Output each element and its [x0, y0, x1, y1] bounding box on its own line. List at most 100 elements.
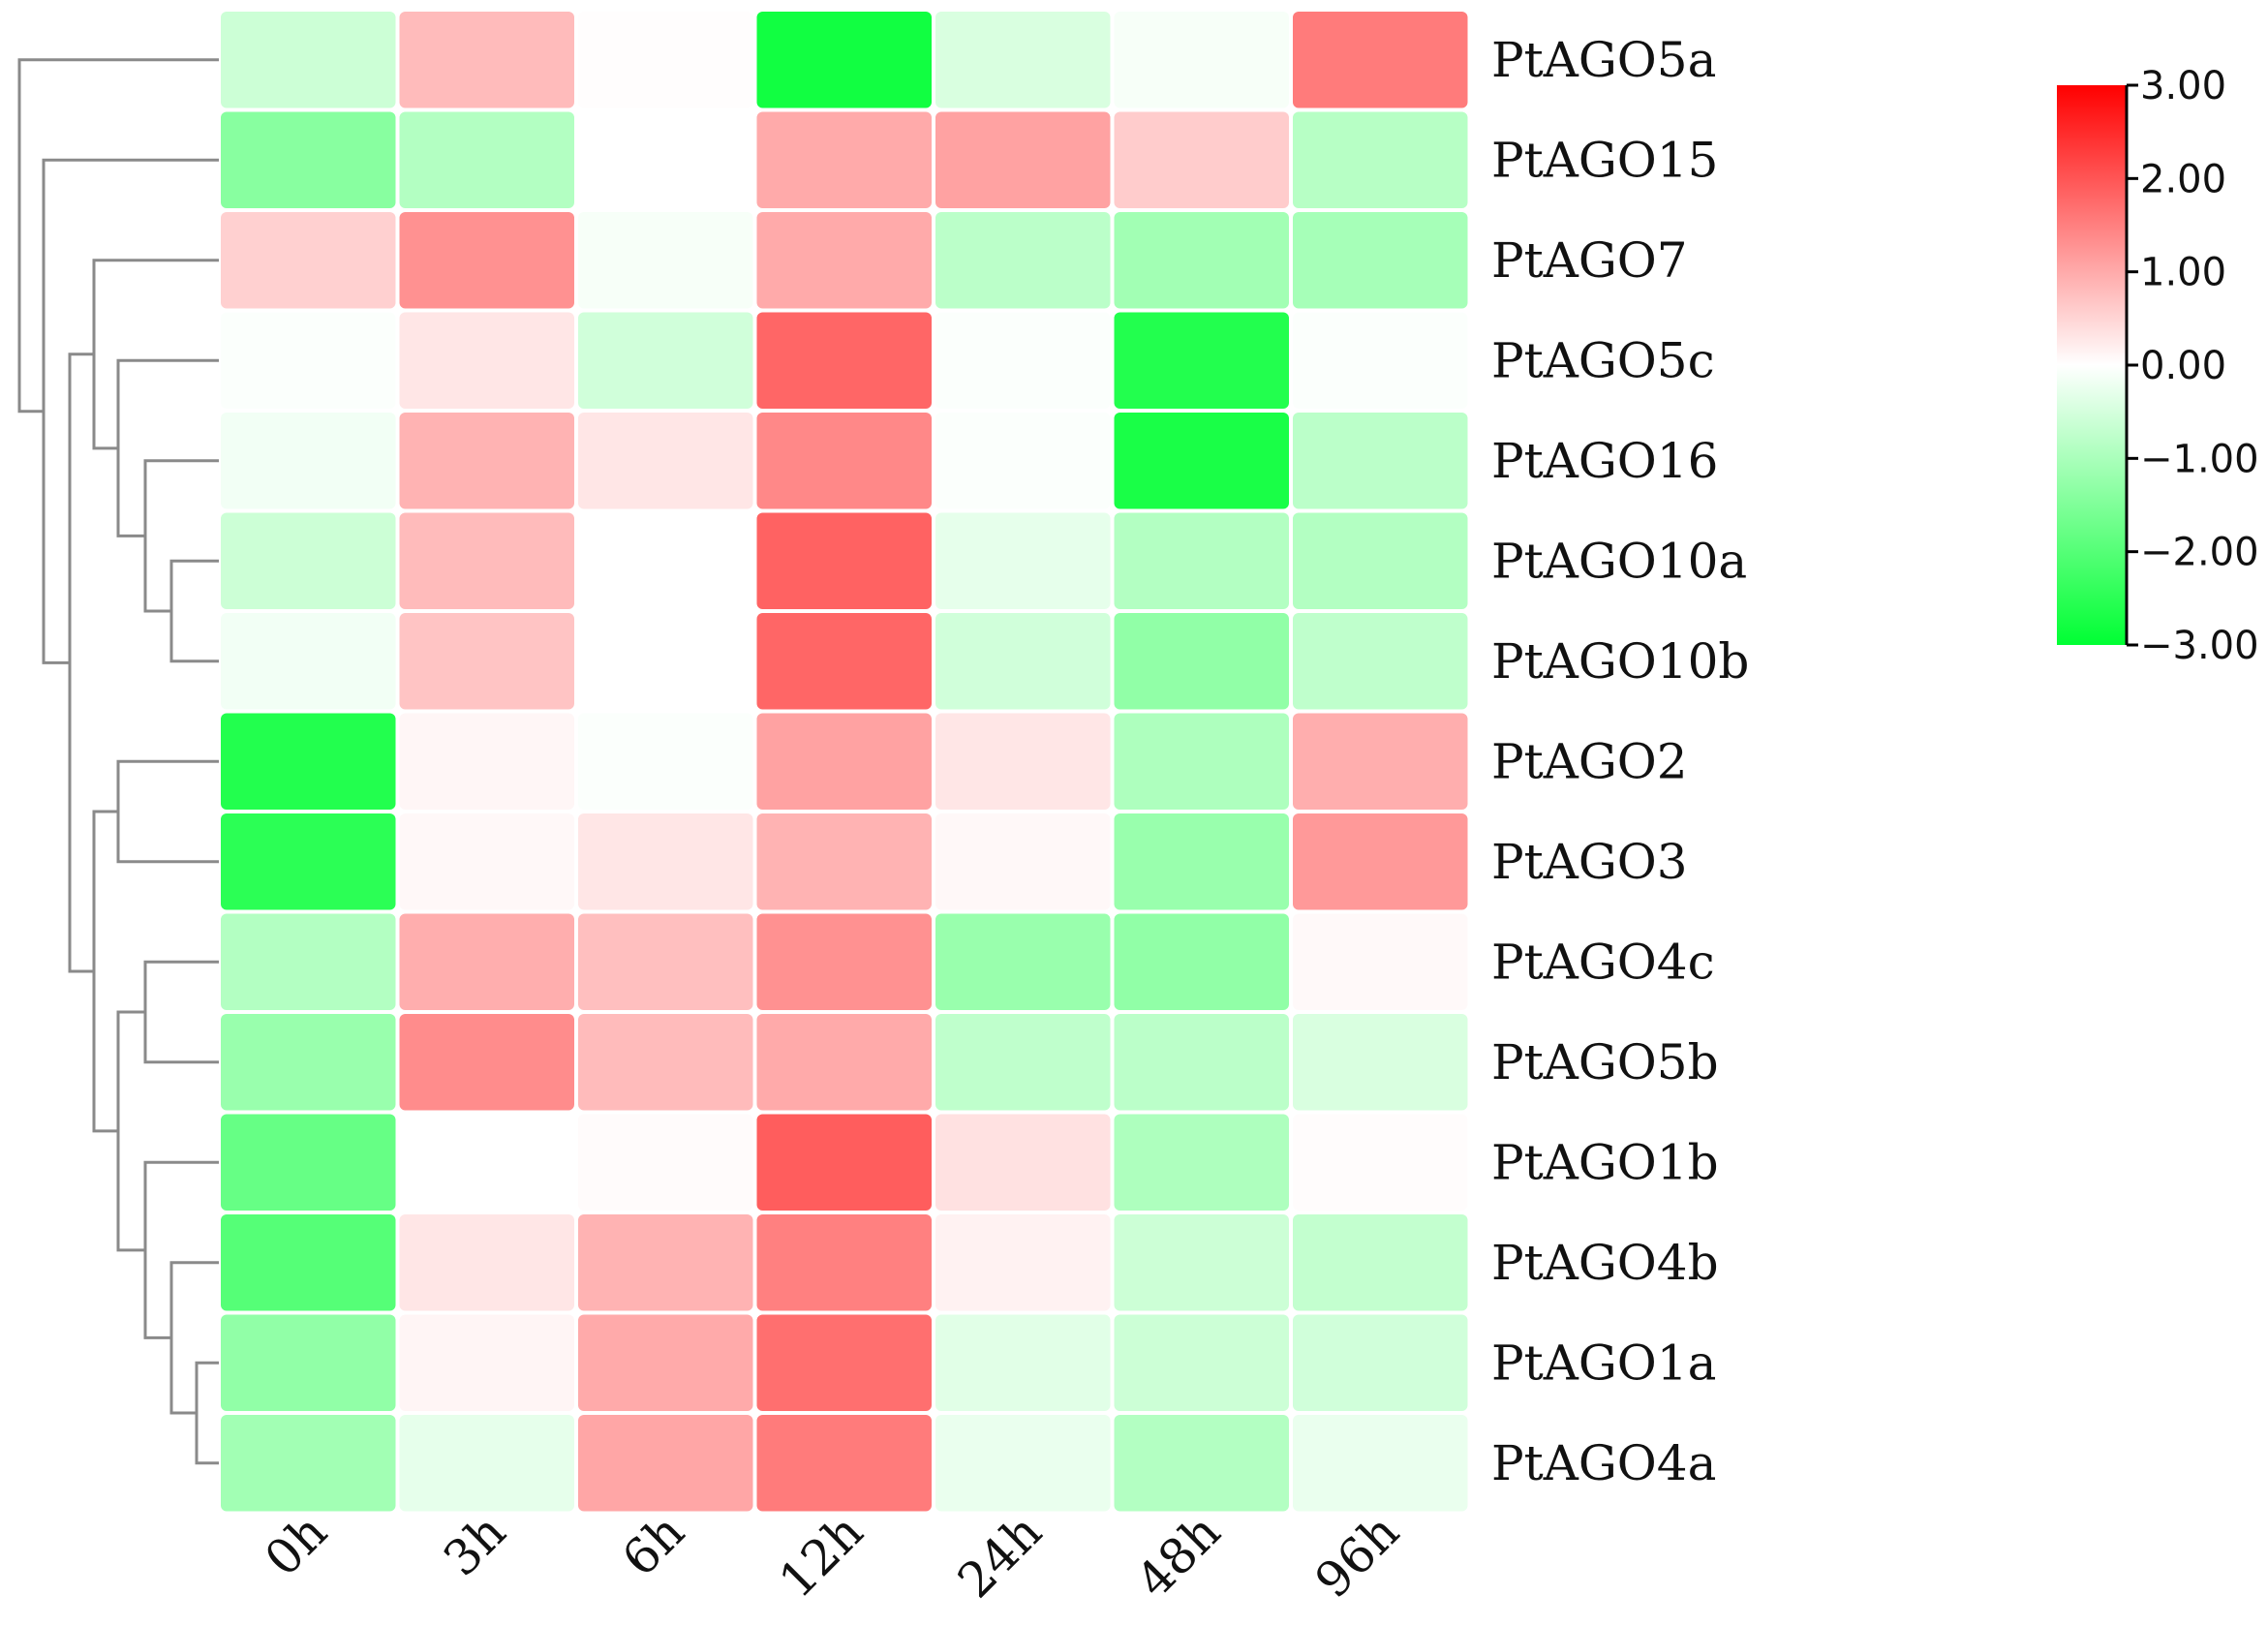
- heatmap-cell: [1293, 713, 1468, 810]
- heatmap-cell: [578, 613, 753, 710]
- heatmap-cell: [578, 1014, 753, 1111]
- heatmap-cells: [221, 12, 1468, 1512]
- heatmap-cell: [399, 813, 574, 910]
- heatmap-cell: [578, 1214, 753, 1311]
- gene-label: PtAGO7: [1491, 232, 1688, 289]
- heatmap-cell: [935, 913, 1111, 1010]
- heatmap-cell: [935, 1014, 1111, 1111]
- heatmap-cell: [1293, 1415, 1468, 1512]
- heatmap-cell: [1114, 1415, 1289, 1512]
- heatmap-cell: [1114, 413, 1289, 509]
- heatmap-cell: [935, 813, 1111, 910]
- heatmap-cell: [1114, 512, 1289, 609]
- heatmap-cell: [578, 713, 753, 810]
- heatmap-cell: [1293, 12, 1468, 108]
- colorbar-tick-label: −3.00: [2140, 624, 2259, 668]
- heatmap-cell: [1114, 713, 1289, 810]
- dendrogram-branch: [143, 1160, 219, 1339]
- dendrogram-branch: [116, 358, 219, 537]
- time-label: 0h: [254, 1503, 337, 1586]
- heatmap-cell: [1293, 1114, 1468, 1211]
- gene-label: PtAGO4c: [1491, 934, 1715, 990]
- dendrogram-branch: [92, 810, 118, 1133]
- heatmap-cell: [221, 512, 396, 609]
- heatmap-cell: [756, 312, 932, 409]
- dendrogram-branch: [92, 259, 219, 450]
- heatmap-cell: [935, 413, 1111, 509]
- colorbar-tick-label: −2.00: [2140, 531, 2259, 575]
- heatmap-cell: [578, 512, 753, 609]
- gene-label: PtAGO1a: [1491, 1335, 1716, 1391]
- heatmap-cell: [756, 913, 932, 1010]
- heatmap-cell: [935, 1214, 1111, 1311]
- heatmap-cell: [1293, 212, 1468, 309]
- heatmap-cell: [399, 1114, 574, 1211]
- heatmap-cell: [578, 212, 753, 309]
- heatmap-cell: [221, 613, 396, 710]
- heatmap-cell: [1293, 312, 1468, 409]
- heatmap-cell: [399, 212, 574, 309]
- heatmap-cell: [756, 1114, 932, 1211]
- heatmap-cell: [935, 1415, 1111, 1512]
- heatmap-cell: [1293, 813, 1468, 910]
- heatmap-cell: [1114, 1314, 1289, 1411]
- heatmap-cell: [399, 12, 574, 108]
- dendrogram-branch: [143, 960, 219, 1064]
- gene-label: PtAGO15: [1491, 132, 1718, 188]
- heatmap-cell: [1114, 12, 1289, 108]
- heatmap-cell: [756, 12, 932, 108]
- heatmap-cell: [935, 512, 1111, 609]
- heatmap-cell: [756, 713, 932, 810]
- heatmap-cell: [1114, 212, 1289, 309]
- time-label: 3h: [433, 1503, 516, 1586]
- heatmap-cell: [1114, 1114, 1289, 1211]
- gene-label: PtAGO4b: [1491, 1235, 1719, 1291]
- heatmap-cell: [221, 212, 396, 309]
- heatmap-cell: [1293, 1314, 1468, 1411]
- heatmap-cell: [935, 613, 1111, 710]
- dendrogram-branch: [195, 1361, 219, 1465]
- time-label: 48h: [1125, 1503, 1231, 1609]
- dendrogram-branch: [116, 759, 219, 864]
- colorbar-tick-label: −1.00: [2140, 437, 2259, 481]
- heatmap-cell: [221, 1314, 396, 1411]
- dendrogram-branch: [116, 1010, 145, 1252]
- heatmap-cell: [399, 1014, 574, 1111]
- heatmap-cell: [1114, 1014, 1289, 1111]
- heatmap-cell: [578, 1314, 753, 1411]
- time-label: 6h: [611, 1503, 694, 1586]
- color-legend: 3.00 2.00 1.00 0.00 −1.00 −2.00 −3.00: [2057, 64, 2259, 668]
- heatmap-cell: [578, 1114, 753, 1211]
- heatmap-cell: [1293, 613, 1468, 710]
- heatmap-cell: [756, 111, 932, 208]
- heatmap-cell: [1114, 111, 1289, 208]
- heatmap-cell: [935, 1114, 1111, 1211]
- heatmap-cell: [399, 713, 574, 810]
- heatmap-cell: [935, 111, 1111, 208]
- heatmap-cell: [578, 12, 753, 108]
- heatmap-cell: [1114, 913, 1289, 1010]
- dendrogram-branch: [143, 459, 219, 613]
- heatmap-cell: [756, 1214, 932, 1311]
- heatmap-cell: [578, 1415, 753, 1512]
- heatmap-cell: [1293, 913, 1468, 1010]
- heatmap-cell: [756, 413, 932, 509]
- heatmap-cell: [399, 1314, 574, 1411]
- heatmap-cell: [399, 111, 574, 208]
- heatmap-cell: [221, 413, 396, 509]
- heatmap-cell: [221, 111, 396, 208]
- heatmap-cell: [221, 12, 396, 108]
- heatmap-cell: [221, 1415, 396, 1512]
- gene-label: PtAGO2: [1491, 733, 1688, 789]
- heatmap-cell: [578, 111, 753, 208]
- heatmap-cell: [578, 813, 753, 910]
- heatmap-cell: [756, 212, 932, 309]
- heatmap-cell: [1293, 111, 1468, 208]
- heatmap-cell: [1293, 1014, 1468, 1111]
- heatmap-cell: [578, 913, 753, 1010]
- heatmap-cell: [399, 1415, 574, 1512]
- colorbar-gradient: [2057, 85, 2127, 645]
- colorbar-tick-label: 3.00: [2140, 64, 2226, 108]
- heatmap-cell: [756, 1314, 932, 1411]
